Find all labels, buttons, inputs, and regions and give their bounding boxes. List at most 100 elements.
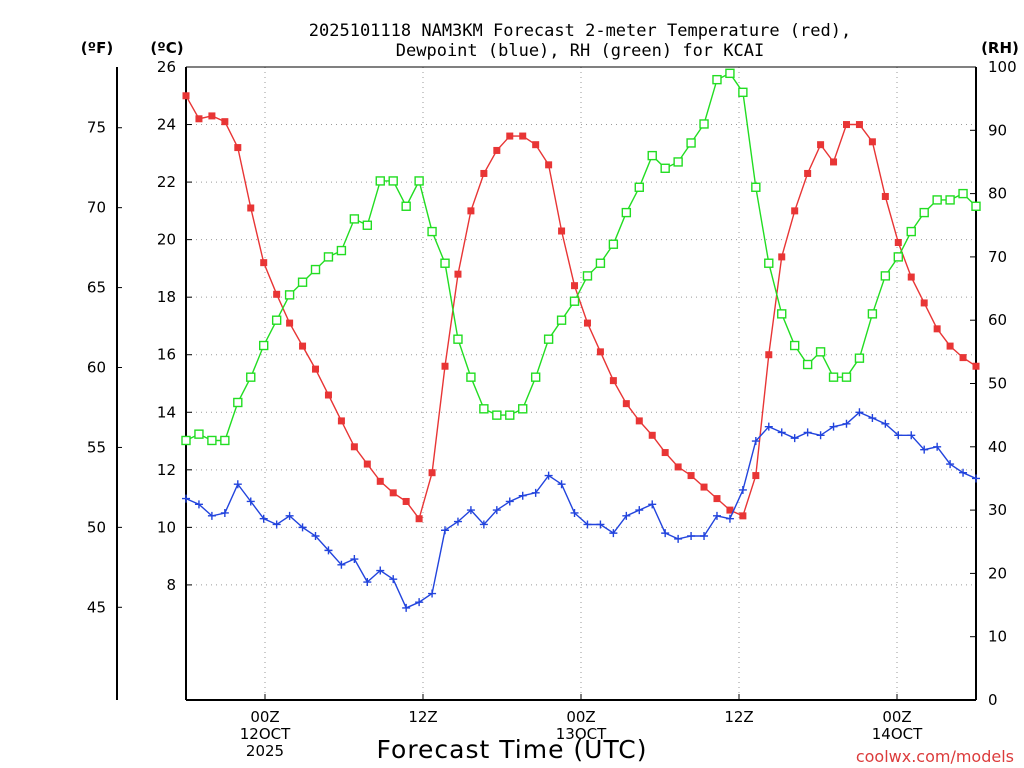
rh-point [789,340,800,351]
2-meter-temperature-series [182,92,980,523]
2-meter-temperature-point [350,443,358,451]
rh-tick-label: 50 [988,375,1007,393]
rh-point [958,188,968,199]
2-meter-temperature-point [972,362,980,370]
rh-point [971,201,981,211]
rh-point [777,309,787,319]
rh-tick-label: 70 [988,248,1007,266]
celsius-tick-label: 8 [166,576,176,594]
dewpoint-point [687,531,696,540]
2-meter-temperature-point [596,348,604,356]
rh-point [181,435,191,446]
dewpoint-point [363,578,372,587]
2-meter-temperature-point [467,207,475,215]
rh-unit-label: (RH) [981,39,1019,57]
2-meter-temperature-point [286,319,294,327]
rh-point [725,68,735,79]
dewpoint-point [674,534,683,543]
rh-point [505,410,515,420]
2-meter-temperature-point [804,169,812,177]
rh-point [712,74,722,85]
dewpoint-point [544,471,553,480]
rh-point [375,176,385,186]
2-meter-temperature-point [208,112,216,120]
x-tick-label: 12Z [724,708,753,726]
credit-text: coolwx.com/models [856,747,1014,766]
dewpoint-point [803,428,812,437]
celsius-tick-label: 10 [157,518,176,536]
dewpoint-line [185,411,977,609]
rh-point [699,119,709,129]
rh-point [440,258,450,268]
x-tick-label: 00Z [250,708,279,726]
dewpoint-point [725,514,734,523]
rh-point [945,195,955,205]
dewpoint-point [855,408,864,417]
fahrenheit-tick-label: 60 [87,359,106,377]
fahrenheit-unit-label: (ºF) [81,39,113,57]
rh-point [246,372,256,382]
dewpoint-series [182,408,980,612]
rh-tick-label: 40 [988,438,1007,456]
rh-point [194,429,204,439]
2-meter-temperature-point [195,115,203,123]
fahrenheit-tick-label: 50 [87,518,106,536]
rh-point [906,226,916,237]
fahrenheit-tick-label: 75 [87,119,106,137]
rh-tick-label: 0 [988,691,998,709]
chart-title-line2: Dewpoint (blue), RH (green) for KCAI [396,41,764,61]
rh-point [530,372,541,382]
2-meter-temperature-point [661,449,669,457]
dewpoint-point [220,508,229,517]
rh-point [401,201,411,211]
2-meter-temperature-point [946,342,954,350]
2-meter-temperature-point [247,204,255,212]
2-meter-temperature-point [830,158,838,166]
2-meter-temperature-point [583,319,591,327]
celsius-unit-label: (ºC) [150,39,183,57]
dewpoint-point [272,520,281,529]
dewpoint-point [842,419,851,428]
rh-point [388,176,398,186]
fahrenheit-tick-label: 45 [87,598,106,616]
rh-tick-label: 60 [988,311,1007,329]
rh-point [582,271,593,281]
celsius-tick-label: 22 [157,173,176,191]
rh-point [802,359,813,370]
dewpoint-point [182,494,190,503]
dewpoint-point [777,428,786,437]
2-meter-temperature-point [312,365,320,373]
rh-point [919,207,929,218]
2-meter-temperature-point [571,282,579,290]
2-meter-temperature-point [519,132,527,140]
rh-point [828,372,839,382]
2-meter-temperature-point [402,497,410,505]
dewpoint-point [907,431,916,440]
2-meter-temperature-point [506,132,514,140]
rh-point [323,252,334,262]
dewpoint-point [194,500,203,509]
2-meter-temperature-point [687,472,695,480]
2-meter-temperature-point [894,239,902,247]
rh-line [185,72,977,442]
dewpoint-point [959,468,968,477]
celsius-tick-label: 18 [157,288,176,306]
2-meter-temperature-point [376,477,384,485]
rh-point [297,277,308,287]
gridlines [186,66,976,700]
dewpoint-point [700,531,709,540]
2-meter-temperature-point [234,144,242,152]
dewpoint-point [298,523,307,532]
axes [116,66,977,701]
2-meter-temperature-point [933,325,941,333]
celsius-tick-label: 16 [157,346,176,364]
rh-point [362,220,373,230]
fahrenheit-tick-label: 65 [87,279,106,297]
rh-tick-label: 90 [988,121,1007,139]
dewpoint-point [868,414,877,423]
celsius-tick-label: 14 [157,403,176,421]
rh-point [414,176,424,186]
rh-point [543,334,554,344]
2-meter-temperature-point [480,169,488,177]
